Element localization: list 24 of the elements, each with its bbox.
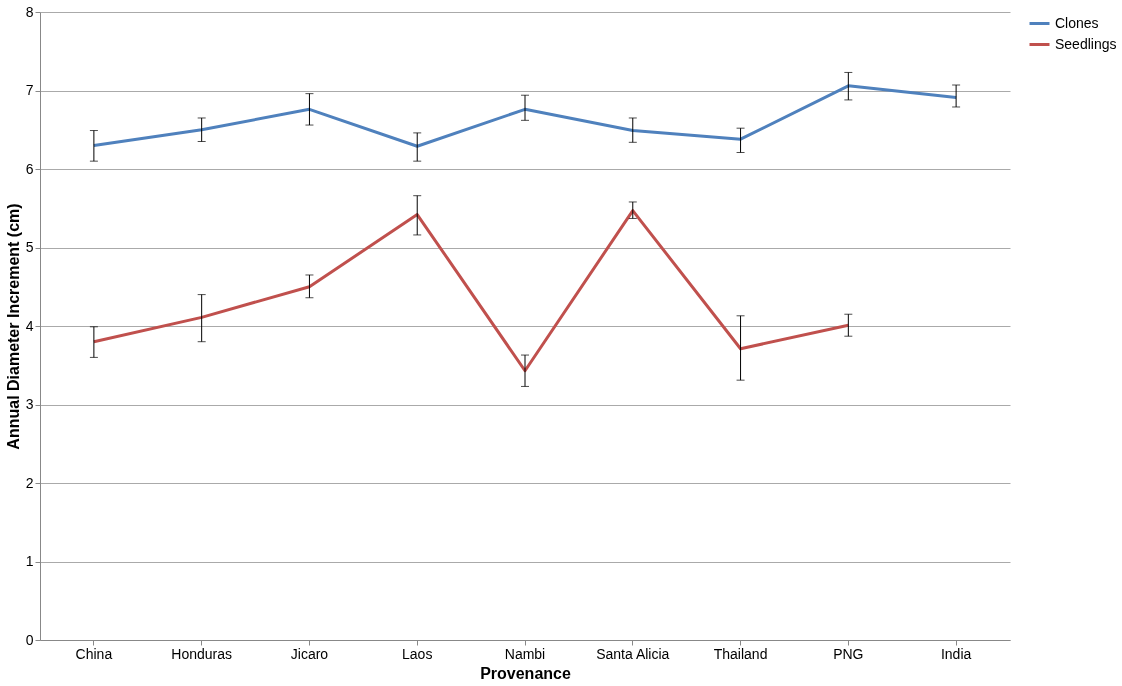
y-tick-label: 6 (25, 160, 34, 177)
legend-label: Clones (1055, 14, 1099, 31)
x-tick-label: Jicaro (290, 645, 329, 662)
x-axis-title: Provenance (480, 664, 571, 682)
x-tick-label: India (940, 645, 972, 662)
x-tick-label: China (75, 645, 113, 662)
legend-label: Seedlings (1055, 35, 1117, 52)
x-tick-label: Laos (402, 645, 433, 662)
y-tick-label: 0 (25, 631, 34, 648)
y-axis-title: Annual Diameter Increment (cm) (4, 203, 22, 450)
line-series (92, 209, 850, 373)
x-tick-label: Honduras (171, 645, 233, 662)
y-tick-label: 2 (25, 474, 34, 491)
x-tick-label: Nambi (504, 645, 546, 662)
y-tick-label: 3 (25, 396, 34, 412)
line-series (92, 84, 958, 148)
y-tick-label: 5 (25, 239, 34, 255)
y-tick-label: 1 (25, 553, 34, 569)
x-tick-label: PNG (833, 645, 864, 662)
y-tick-label: 7 (25, 82, 34, 98)
y-tick-label: 4 (25, 317, 34, 334)
y-tick-label: 8 (25, 3, 34, 20)
x-tick-label: Santa Alicia (596, 645, 670, 662)
x-tick-label: Thailand (713, 645, 768, 662)
